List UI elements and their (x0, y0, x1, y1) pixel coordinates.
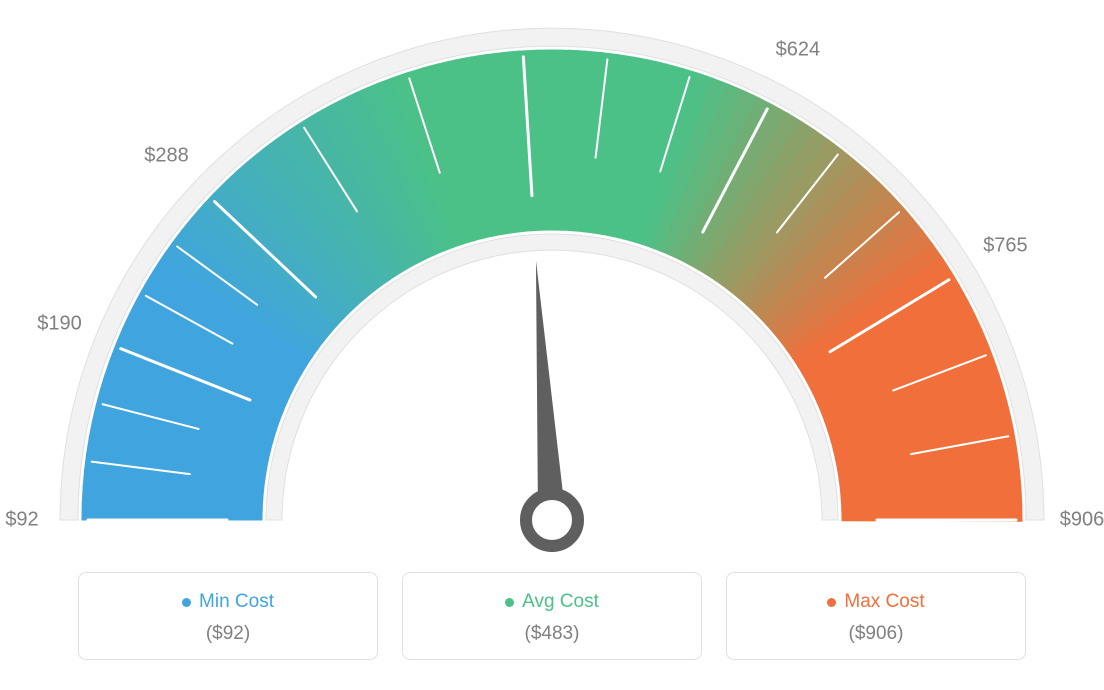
gauge-tick-label: $483 (497, 0, 542, 3)
gauge-tick-label: $765 (983, 234, 1028, 257)
legend-card-avg: Avg Cost ($483) (402, 572, 702, 660)
legend-label-avg: Avg Cost (413, 591, 691, 613)
legend-card-min: Min Cost ($92) (78, 572, 378, 660)
legend-row: Min Cost ($92) Avg Cost ($483) Max Cost … (0, 572, 1104, 660)
gauge-tick-label: $92 (5, 509, 38, 532)
legend-dot-max (827, 598, 836, 607)
legend-dot-avg (505, 598, 514, 607)
gauge-tick-label: $906 (1060, 509, 1104, 532)
legend-label-min: Min Cost (89, 591, 367, 613)
gauge-tick-label: $190 (37, 313, 82, 336)
legend-text-min: Min Cost (199, 591, 274, 613)
legend-label-max: Max Cost (737, 591, 1015, 613)
gauge-chart: $92 $190 $288 $483 $624 $765 $906 (0, 0, 1104, 560)
legend-text-max: Max Cost (844, 591, 924, 613)
legend-value-avg: ($483) (413, 623, 691, 645)
legend-value-max: ($906) (737, 623, 1015, 645)
legend-dot-min (182, 598, 191, 607)
cost-gauge-container: $92 $190 $288 $483 $624 $765 $906 Min Cost ($9… (0, 0, 1104, 690)
gauge-tick-label: $624 (776, 39, 821, 62)
gauge-svg (0, 0, 1104, 560)
legend-value-min: ($92) (89, 623, 367, 645)
gauge-tick-label: $288 (144, 145, 189, 168)
legend-card-max: Max Cost ($906) (726, 572, 1026, 660)
legend-text-avg: Avg Cost (522, 591, 599, 613)
